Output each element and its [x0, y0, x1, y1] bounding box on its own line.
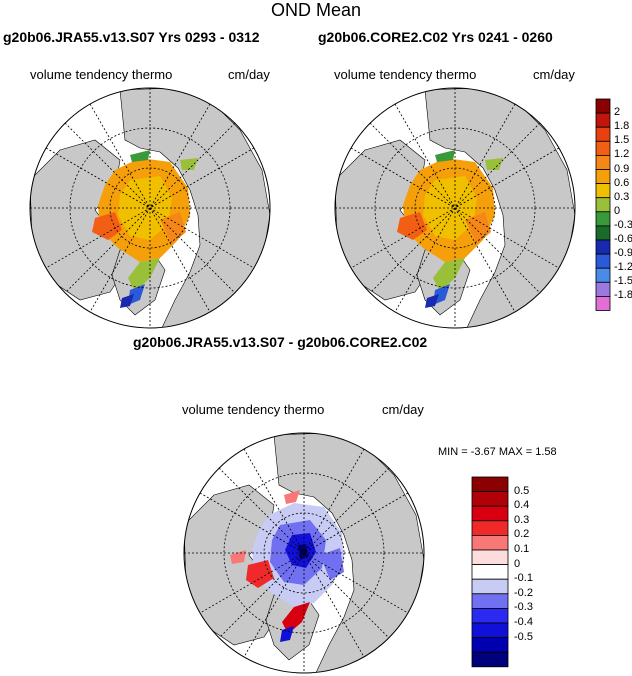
- diff-panel-variable: volume tendency thermo: [182, 402, 325, 417]
- colorbar-main-tick-label: 0.9: [614, 162, 630, 175]
- colorbar-diff-tick-label: 0.1: [514, 543, 530, 555]
- colorbar-main-tick-label: -0.6: [614, 233, 632, 245]
- colorbar-main-tick-label: 0.3: [614, 190, 630, 203]
- left-panel-units: cm/day: [228, 67, 270, 82]
- colorbar-diff-tick-label: -0.1: [514, 572, 533, 585]
- colorbar-main-tick-label: 1.5: [614, 134, 630, 147]
- colorbar-main-tick-label: -1.2: [614, 261, 632, 274]
- colorbar-diff-swatch: [471, 608, 509, 624]
- colorbar-diff-swatch: [471, 622, 509, 639]
- colorbar-diff-swatch: [471, 491, 509, 507]
- colorbar-main-tick-label: 0.6: [614, 176, 630, 189]
- colorbar-diff-swatch: [471, 505, 509, 522]
- colorbar-main-tick-label: 0: [614, 204, 621, 217]
- colorbar-diff-tick-label: 0.4: [514, 499, 530, 512]
- ice-core: [423, 176, 477, 240]
- colorbar-main-swatch: [595, 295, 611, 311]
- colorbar-diff-tick-label: -0.4: [514, 616, 533, 628]
- land-eurasia: [273, 433, 424, 673]
- colorbar-diff-tick-label: -0.3: [514, 601, 533, 614]
- land-eurasia: [424, 88, 575, 328]
- colorbar-main-tick-label: 1.2: [614, 148, 630, 161]
- right-panel-variable: volume tendency thermo: [334, 67, 477, 82]
- colorbar-diff-swatch: [471, 520, 509, 536]
- colorbar-main-tick-label: 2: [614, 106, 621, 119]
- colorbar-diff-swatch: [471, 593, 509, 609]
- colorbar-diff-tick-label: 0: [514, 557, 521, 570]
- left-panel-variable: volume tendency thermo: [30, 67, 173, 82]
- colorbar-diff-swatch: [471, 578, 509, 595]
- colorbar-diff-swatch: [471, 564, 509, 580]
- land-eurasia: [119, 88, 270, 328]
- colorbar-diff-swatch: [471, 476, 509, 493]
- diff-panel-title: g20b06.JRA55.v13.S07 - g20b06.CORE2.C02: [133, 334, 428, 350]
- right-panel-units: cm/day: [533, 67, 575, 82]
- colorbar-main-tick-label: -1.8: [614, 289, 632, 302]
- colorbar-diff-swatch: [471, 549, 509, 566]
- colorbar-diff-tick-label: -0.2: [514, 586, 533, 599]
- colorbar-diff-tick-label: 0.2: [514, 528, 530, 541]
- colorbar-diff-tick-label: 0.3: [514, 513, 530, 526]
- diff-min-max: MIN = -3.67 MAX = 1.58: [438, 446, 557, 458]
- right-panel-title: g20b06.CORE2.C02 Yrs 0241 - 0260: [318, 29, 553, 45]
- colorbar-main-tick-label: -1.5: [614, 275, 632, 288]
- colorbar-diff-tick-label: -0.5: [514, 630, 533, 643]
- colorbar-main-tick-label: -0.3: [614, 218, 632, 231]
- colorbar-diff-swatch: [471, 637, 509, 653]
- colorbar-main-tick-label: 1.8: [614, 120, 630, 133]
- colorbar-diff-swatch: [471, 651, 509, 668]
- diff-panel-units: cm/day: [382, 402, 424, 417]
- colorbar-diff-swatch: [471, 535, 509, 551]
- colorbar-diff-tick-label: 0.5: [514, 484, 530, 497]
- left-panel-title: g20b06.JRA55.v13.S07 Yrs 0293 - 0312: [3, 29, 260, 45]
- ice-core: [118, 176, 172, 240]
- page-title: OND Mean: [270, 0, 362, 20]
- colorbar-main-tick-label: -0.9: [614, 247, 632, 260]
